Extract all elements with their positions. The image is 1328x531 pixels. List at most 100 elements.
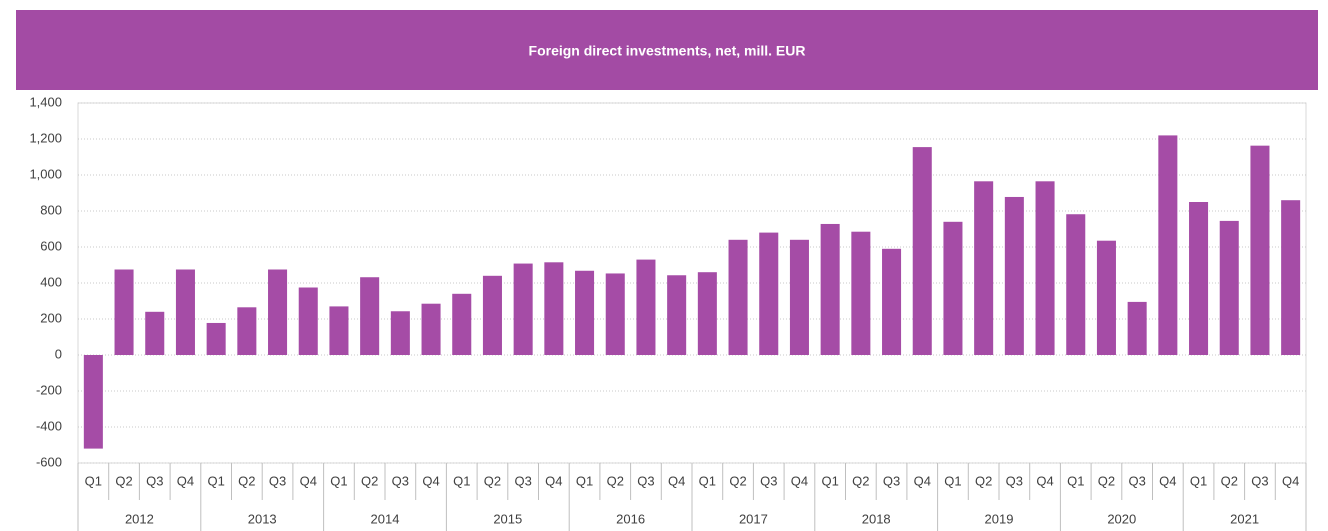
x-tick-label: Q2 xyxy=(115,473,132,488)
bar xyxy=(912,147,932,355)
x-tick-label: Q3 xyxy=(1251,473,1268,488)
bar xyxy=(298,287,318,355)
y-tick-label: 0 xyxy=(55,346,62,361)
bar xyxy=(1004,196,1024,355)
x-tick-label: Q1 xyxy=(330,473,347,488)
x-tick-label: Q4 xyxy=(177,473,194,488)
bar xyxy=(759,232,779,355)
bar xyxy=(452,293,472,355)
x-tick-label: Q2 xyxy=(1098,473,1115,488)
y-tick-label: -200 xyxy=(36,382,62,397)
x-tick-label: Q1 xyxy=(85,473,102,488)
x-tick-label: Q2 xyxy=(607,473,624,488)
x-tick-label: Q4 xyxy=(422,473,439,488)
x-tick-label: Q3 xyxy=(760,473,777,488)
x-group-label: 2015 xyxy=(493,511,522,526)
x-group-label: 2013 xyxy=(248,511,277,526)
x-tick-label: Q4 xyxy=(668,473,685,488)
bar xyxy=(1281,200,1301,355)
bar xyxy=(882,248,902,355)
bar xyxy=(268,269,288,355)
chart-title: Foreign direct investments, net, mill. E… xyxy=(529,43,806,59)
y-tick-label: 1,000 xyxy=(29,166,62,181)
x-tick-label: Q2 xyxy=(975,473,992,488)
x-tick-label: Q4 xyxy=(1036,473,1053,488)
bar xyxy=(83,355,103,449)
bar xyxy=(360,277,380,355)
bar xyxy=(667,275,687,355)
x-tick-label: Q3 xyxy=(514,473,531,488)
x-tick-label: Q4 xyxy=(300,473,317,488)
x-group-label: 2020 xyxy=(1107,511,1136,526)
bar xyxy=(636,259,656,355)
x-tick-label: Q1 xyxy=(1190,473,1207,488)
y-tick-label: 400 xyxy=(40,274,62,289)
x-tick-label: Q3 xyxy=(146,473,163,488)
x-tick-label: Q2 xyxy=(1221,473,1238,488)
bar xyxy=(1066,214,1086,355)
x-tick-label: Q4 xyxy=(791,473,808,488)
x-tick-label: Q2 xyxy=(238,473,255,488)
bar xyxy=(145,311,165,355)
bar xyxy=(1035,181,1055,355)
y-tick-label: 800 xyxy=(40,202,62,217)
x-group-label: 2021 xyxy=(1230,511,1259,526)
bar xyxy=(1158,135,1178,355)
title-banner xyxy=(16,10,1318,90)
bar xyxy=(728,239,748,355)
x-tick-label: Q3 xyxy=(1128,473,1145,488)
x-tick-label: Q3 xyxy=(269,473,286,488)
x-tick-label: Q4 xyxy=(1282,473,1299,488)
bar xyxy=(114,269,134,355)
bar xyxy=(789,239,809,355)
bar xyxy=(1096,240,1116,355)
bar xyxy=(513,263,533,355)
x-tick-label: Q3 xyxy=(637,473,654,488)
bar xyxy=(697,272,717,355)
bar xyxy=(482,275,502,355)
x-tick-label: Q1 xyxy=(207,473,224,488)
x-tick-label: Q3 xyxy=(1006,473,1023,488)
bar xyxy=(943,221,963,355)
bar xyxy=(974,181,994,355)
y-tick-label: 600 xyxy=(40,238,62,253)
x-tick-label: Q1 xyxy=(821,473,838,488)
bar xyxy=(390,311,410,355)
bar xyxy=(421,303,441,355)
x-tick-label: Q1 xyxy=(944,473,961,488)
y-tick-label: 1,200 xyxy=(29,130,62,145)
bar xyxy=(575,270,595,355)
x-group-label: 2017 xyxy=(739,511,768,526)
x-group-label: 2014 xyxy=(371,511,400,526)
x-tick-label: Q2 xyxy=(361,473,378,488)
x-tick-label: Q1 xyxy=(576,473,593,488)
x-tick-label: Q4 xyxy=(545,473,562,488)
x-tick-label: Q3 xyxy=(883,473,900,488)
x-tick-label: Q1 xyxy=(453,473,470,488)
x-tick-label: Q2 xyxy=(729,473,746,488)
x-tick-label: Q1 xyxy=(1067,473,1084,488)
y-tick-label: 200 xyxy=(40,310,62,325)
x-group-label: 2016 xyxy=(616,511,645,526)
bar xyxy=(605,273,625,355)
plot-area xyxy=(77,102,1307,464)
x-group-label: 2019 xyxy=(985,511,1014,526)
bar xyxy=(1127,301,1147,355)
x-group-label: 2018 xyxy=(862,511,891,526)
y-tick-label: -400 xyxy=(36,418,62,433)
y-tick-label: -600 xyxy=(36,454,62,469)
bar xyxy=(237,307,257,355)
x-tick-label: Q3 xyxy=(392,473,409,488)
bar xyxy=(820,223,840,355)
bar xyxy=(206,322,226,355)
bar xyxy=(1219,220,1239,355)
x-tick-label: Q4 xyxy=(1159,473,1176,488)
bar xyxy=(1250,145,1270,355)
bar xyxy=(851,231,871,355)
x-tick-label: Q4 xyxy=(914,473,931,488)
x-tick-label: Q2 xyxy=(484,473,501,488)
bar xyxy=(175,269,195,355)
bar xyxy=(329,306,349,355)
bar xyxy=(1189,202,1209,355)
